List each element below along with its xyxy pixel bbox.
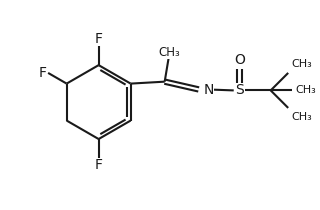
- Text: CH₃: CH₃: [291, 112, 312, 122]
- Text: F: F: [95, 32, 103, 46]
- Text: N: N: [204, 83, 214, 97]
- Text: O: O: [234, 53, 245, 67]
- Text: S: S: [235, 83, 244, 97]
- Text: F: F: [95, 158, 103, 172]
- Text: CH₃: CH₃: [291, 59, 312, 69]
- Text: F: F: [38, 66, 46, 80]
- Text: CH₃: CH₃: [295, 85, 316, 95]
- Text: CH₃: CH₃: [159, 46, 180, 59]
